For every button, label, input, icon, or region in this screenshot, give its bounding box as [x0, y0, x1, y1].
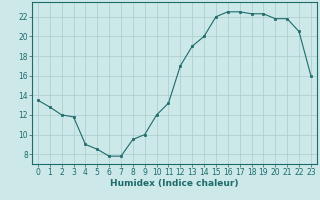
X-axis label: Humidex (Indice chaleur): Humidex (Indice chaleur) — [110, 179, 239, 188]
